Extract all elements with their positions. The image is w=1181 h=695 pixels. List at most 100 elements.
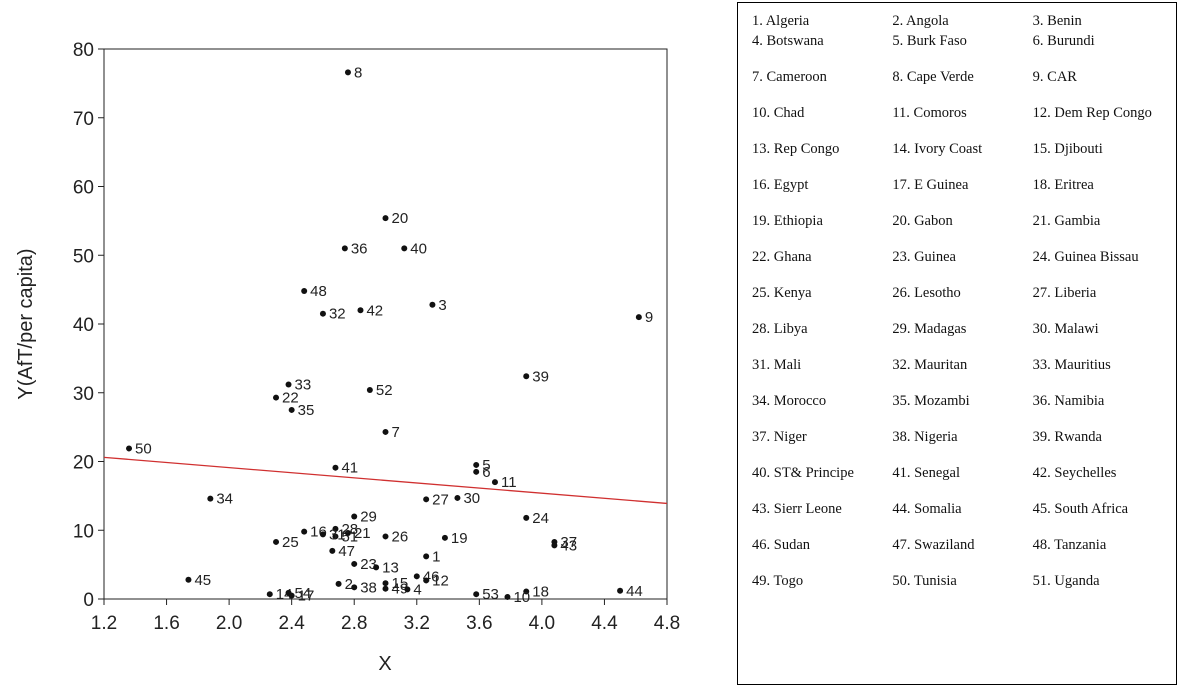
legend-entry: 4. Botswana (752, 33, 824, 49)
data-point (273, 394, 280, 401)
point-label: 3 (438, 297, 446, 314)
legend-row: 34. Morocco 35. Mozambi 36. Namibia (752, 393, 1173, 429)
y-tick-label: 50 (73, 246, 94, 267)
legend-entry: 33. Mauritius (1032, 357, 1111, 373)
point-label: 41 (341, 460, 358, 477)
data-point (207, 495, 214, 502)
data-point (504, 593, 511, 600)
data-point (523, 514, 530, 521)
legend-row: 31. Mali 32. Mauritan 33. Mauritius (752, 357, 1173, 393)
data-point (332, 533, 339, 540)
data-point (373, 564, 380, 571)
fit-line-group (103, 456, 668, 505)
y-axis: 0 10 20 30 40 50 60 70 80 (73, 40, 104, 611)
data-point (351, 584, 358, 591)
legend-entry: 9. CAR (1032, 69, 1077, 85)
y-tick-label: 60 (73, 178, 94, 199)
legend-entry: 32. Mauritan (892, 357, 968, 373)
legend-row: 4. Botswana 5. Burk Faso 6. Burundi (752, 33, 1173, 69)
scatter-chart: 0 10 20 30 40 50 60 70 80 1.2 1.6 2.0 2.4 2.8 3.2 3.6 4… (15, 40, 680, 675)
point-label: 2 (345, 576, 353, 593)
point-label: 8 (354, 64, 362, 81)
point-label: 48 (310, 283, 327, 300)
point-label: 1 (432, 548, 440, 565)
data-point (401, 245, 408, 252)
point-label: 37 (560, 534, 577, 551)
legend-entry: 20. Gabon (892, 213, 953, 229)
legend-entry: 46. Sudan (752, 537, 810, 553)
legend-entry: 27. Liberia (1032, 285, 1097, 301)
legend-entry: 42. Seychelles (1032, 465, 1117, 481)
legend-entry: 40. ST& Principe (752, 465, 854, 481)
legend-entry: 25. Kenya (752, 285, 812, 301)
data-point (491, 479, 498, 486)
data-point (329, 547, 336, 554)
plot-frame (103, 48, 668, 600)
legend-row: 1. Algeria 2. Angola 3. Benin (752, 13, 1173, 33)
data-point (351, 513, 358, 520)
legend-table: 1. Algeria 2. Angola 3. Benin 4. Botswana 5.… (752, 13, 1173, 609)
x-axis-label: X (378, 653, 391, 675)
point-label: 53 (482, 586, 499, 603)
data-point (423, 496, 430, 503)
point-label: 52 (376, 382, 393, 399)
point-label: 27 (432, 491, 449, 508)
x-tick-label: 2.8 (341, 613, 367, 634)
legend-entry: 47. Swaziland (892, 537, 975, 553)
legend-entry: 21. Gambia (1032, 213, 1101, 229)
data-point (551, 542, 558, 549)
data-point (523, 588, 530, 595)
legend-entry: 30. Malawi (1032, 321, 1099, 337)
x-tick-label: 4.8 (654, 613, 680, 634)
legend-entry: 8. Cape Verde (892, 69, 974, 85)
y-tick-label: 40 (73, 315, 94, 336)
point-label: 20 (392, 210, 409, 227)
point-label: 12 (432, 572, 449, 589)
point-label: 44 (626, 583, 643, 600)
point-label: 17 (298, 588, 315, 605)
legend-entry: 15. Djibouti (1032, 141, 1103, 157)
legend-entry: 6. Burundi (1032, 33, 1095, 49)
data-point (185, 576, 192, 583)
legend-entry: 17. E Guinea (892, 177, 969, 193)
legend-entry: 39. Rwanda (1032, 429, 1102, 445)
y-tick-label: 0 (83, 590, 94, 611)
point-label: 30 (463, 490, 480, 507)
x-tick-label: 2.4 (278, 613, 305, 634)
legend-entry: 41. Senegal (892, 465, 960, 481)
legend-entry: 31. Mali (752, 357, 802, 373)
legend-entry: 5. Burk Faso (892, 33, 967, 49)
point-label: 22 (282, 390, 299, 407)
point-label: 7 (392, 424, 400, 441)
legend-entry: 43. Sierr Leone (752, 501, 842, 517)
country-legend: 1. Algeria 2. Angola 3. Benin 4. Botswana 5.… (737, 2, 1177, 685)
x-axis: 1.2 1.6 2.0 2.4 2.8 3.2 3.6 4.0 4.4 4.8 (91, 599, 680, 634)
data-point (273, 538, 280, 545)
legend-row: 46. Sudan 47. Swaziland 48. Tanzania (752, 537, 1173, 573)
data-point (423, 553, 430, 560)
point-label: 31 (329, 526, 346, 543)
legend-row: 10. Chad 11. Comoros 12. Dem Rep Congo (752, 105, 1173, 141)
point-label: 18 (532, 583, 549, 600)
x-tick-label: 4.4 (591, 613, 618, 634)
legend-entry: 1. Algeria (752, 13, 810, 29)
point-label: 29 (360, 509, 377, 526)
data-point (266, 591, 273, 598)
point-label: 4 (413, 581, 421, 598)
x-tick-label: 4.0 (529, 613, 555, 634)
legend-entry: 11. Comoros (892, 105, 967, 121)
legend-row: 49. Togo 50. Tunisia 51. Uganda (752, 573, 1173, 609)
data-point (617, 587, 624, 594)
point-label: 15 (392, 575, 409, 592)
point-label: 43 (560, 537, 577, 554)
point-label: 23 (360, 556, 377, 573)
y-tick-label: 80 (73, 40, 94, 61)
data-point (423, 577, 430, 584)
x-tick-label: 3.6 (466, 613, 492, 634)
data-point (301, 288, 308, 294)
data-point (351, 560, 358, 567)
point-label: 38 (360, 579, 377, 596)
data-point (319, 531, 326, 538)
data-point (473, 591, 480, 598)
data-point (429, 301, 436, 308)
